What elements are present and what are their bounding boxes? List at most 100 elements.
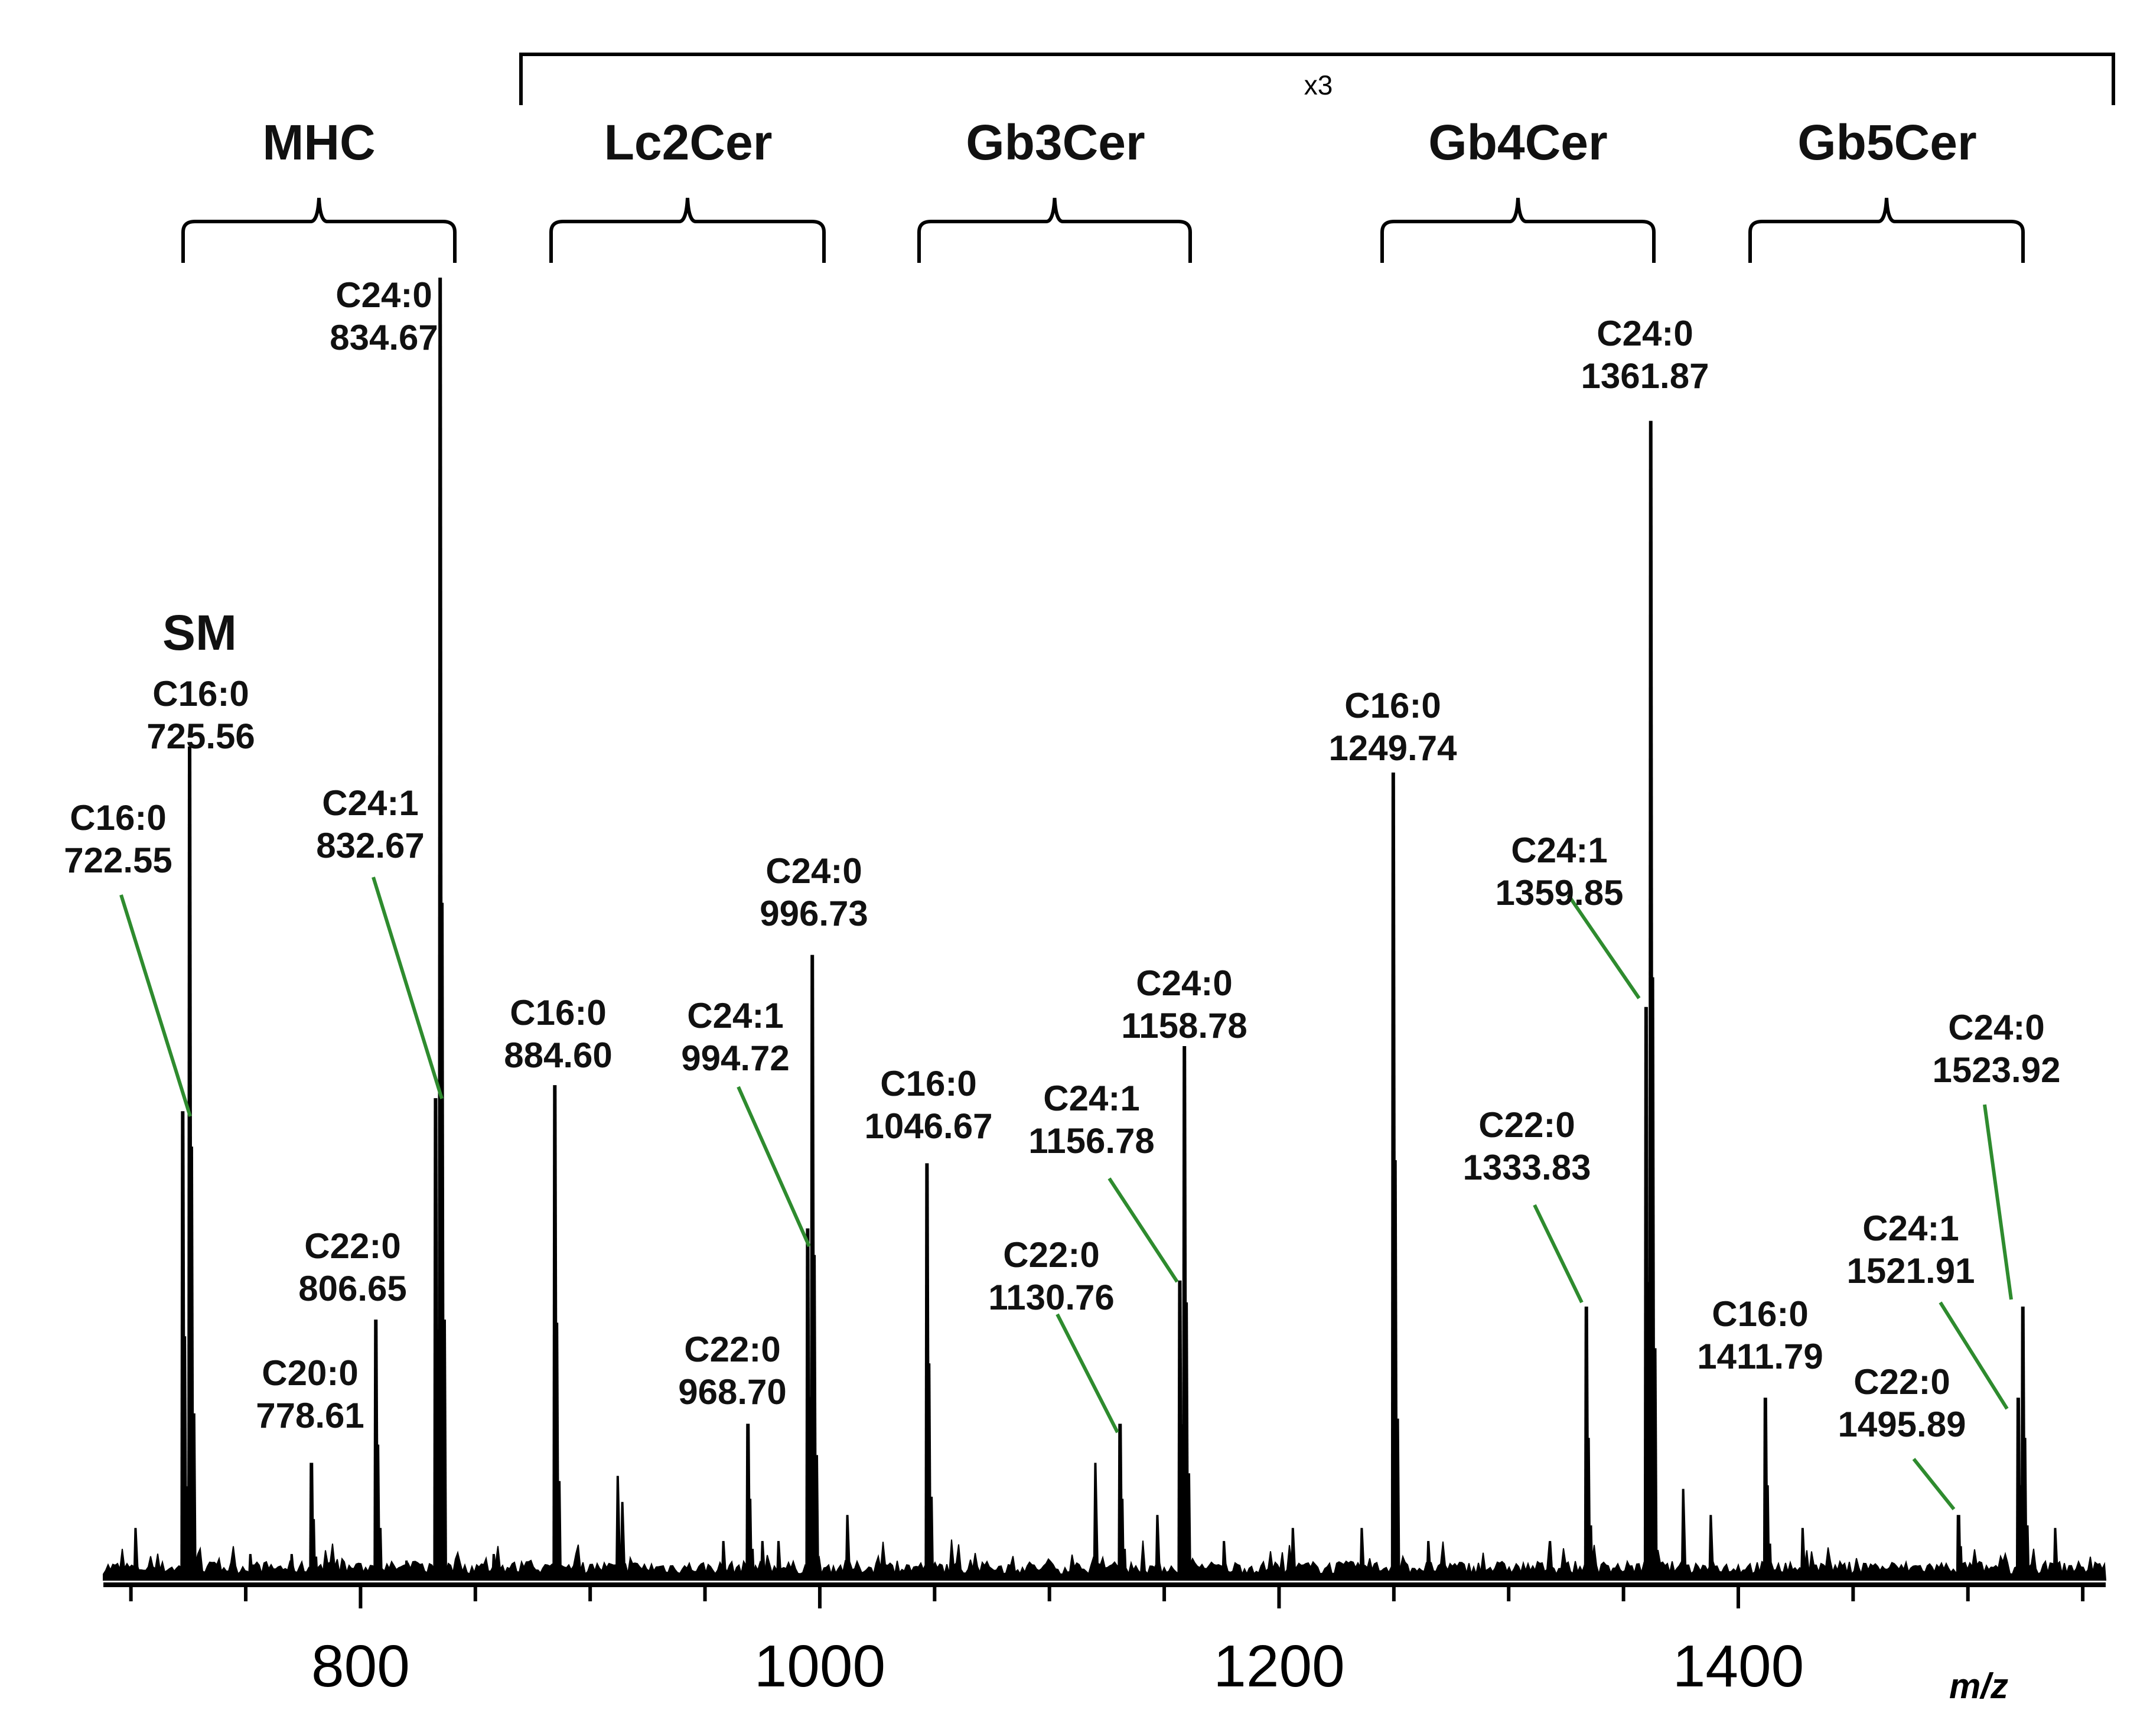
- peak-label-mz: 832.67: [316, 826, 425, 865]
- x-axis-title: m/z: [1949, 1666, 2008, 1706]
- minor-peak: [133, 1527, 139, 1580]
- peak-label-chain: C24:1: [687, 996, 783, 1035]
- leader-line: [1533, 1204, 1584, 1304]
- spectrum-layer: [103, 278, 2107, 1581]
- label-layer: C16:0725.56C16:0722.55C20:0778.61C22:080…: [64, 115, 2060, 1444]
- peak-label-mz: 1156.78: [1028, 1121, 1155, 1161]
- peak-label-mz: 884.60: [504, 1035, 613, 1075]
- isotope-peak: [1396, 1418, 1400, 1580]
- bracket-layer: x3: [181, 53, 2115, 263]
- group-label-gb3cer: Gb3Cer: [966, 115, 1145, 170]
- minor-peak: [1708, 1514, 1715, 1580]
- peak-label-chain: C16:0: [510, 993, 606, 1033]
- leader-layer: [119, 877, 2013, 1510]
- minor-peak: [289, 1553, 295, 1580]
- x-tick-label: 1400: [1673, 1633, 1804, 1699]
- peak-label-mz: 1130.76: [988, 1278, 1115, 1317]
- peak-label-chain: C16:0: [880, 1064, 976, 1103]
- peak-label-mz: 806.65: [298, 1269, 407, 1308]
- minor-peak: [1290, 1527, 1296, 1580]
- peak-label-mz: 1333.83: [1463, 1148, 1591, 1187]
- leader-line: [1983, 1104, 2013, 1300]
- minor-peak: [845, 1514, 851, 1580]
- peak-label-mz: 725.56: [146, 716, 255, 756]
- peak-label-chain: C16:0: [1344, 686, 1441, 725]
- peak-label-mz: 1411.79: [1697, 1337, 1823, 1376]
- leader-line: [737, 1086, 811, 1248]
- peak-label-chain: C22:0: [1003, 1235, 1099, 1275]
- leader-line: [372, 877, 444, 1099]
- peak-label-mz: 1158.78: [1121, 1006, 1247, 1045]
- peak-label-chain: C16:0: [1712, 1294, 1808, 1334]
- minor-peak: [760, 1540, 766, 1580]
- peak-label-chain: C24:0: [335, 275, 432, 315]
- minor-peak: [404, 1560, 411, 1580]
- peak-label-chain: C24:0: [765, 851, 862, 891]
- peak-label-mz: 994.72: [681, 1038, 790, 1078]
- peak-label-mz: 1523.92: [1933, 1050, 2061, 1090]
- x-tick-label: 800: [311, 1633, 410, 1699]
- isotope-peak: [2025, 1525, 2030, 1580]
- minor-peak: [1680, 1489, 1687, 1580]
- leader-line: [1566, 894, 1641, 999]
- group-label-gb5cer: Gb5Cer: [1797, 115, 1976, 170]
- peak-label-mz: 1361.87: [1581, 356, 1709, 396]
- curly-brace: [1380, 197, 1656, 263]
- leader-line: [1107, 1177, 1179, 1283]
- peak-label-chain: C24:1: [1862, 1209, 1959, 1248]
- minor-peak: [776, 1540, 782, 1580]
- minor-peak: [1800, 1527, 1806, 1580]
- peak-label-chain: C20:0: [262, 1353, 358, 1393]
- isotope-peak: [379, 1527, 383, 1580]
- minor-peak: [721, 1540, 727, 1580]
- minor-peak: [247, 1553, 254, 1580]
- peak-label-mz: 1359.85: [1496, 873, 1624, 913]
- peak-label-chain: C16:0: [70, 798, 166, 838]
- peak-label-mz: 996.73: [760, 894, 868, 933]
- leader-line: [1912, 1458, 1956, 1510]
- x-tick-label: 1000: [754, 1633, 885, 1699]
- peak-label-mz: 1046.67: [865, 1106, 993, 1146]
- peak-label-chain: C24:0: [1136, 963, 1232, 1003]
- isotope-peak: [314, 1556, 319, 1580]
- leader-line: [119, 894, 192, 1117]
- scale-bracket: [519, 53, 2115, 105]
- leader-line: [1056, 1313, 1119, 1434]
- peak-label-mz: 722.55: [64, 841, 172, 880]
- minor-peak: [1548, 1540, 1554, 1580]
- peak-label-chain: C22:0: [304, 1226, 400, 1266]
- peak-label-mz: 834.67: [330, 318, 438, 357]
- isotope-peak: [751, 1549, 755, 1580]
- isotope-peak: [815, 1455, 819, 1580]
- minor-peak: [2053, 1527, 2059, 1580]
- peak-label-mz: 968.70: [678, 1372, 787, 1412]
- curly-brace: [181, 197, 457, 263]
- isotope-peak: [1123, 1549, 1128, 1580]
- isotope-peak: [1187, 1473, 1191, 1580]
- isotope-peak: [442, 1320, 447, 1580]
- curly-brace: [1748, 197, 2025, 263]
- peak-label-mz: 1521.91: [1847, 1251, 1975, 1291]
- peak-label-chain: C22:0: [1478, 1105, 1575, 1145]
- group-label-lc2cer: Lc2Cer: [604, 115, 773, 170]
- isotope-peak: [1961, 1566, 1966, 1580]
- isotope-peak: [1653, 1348, 1658, 1580]
- minor-peak: [1221, 1540, 1228, 1580]
- curly-brace: [549, 197, 826, 263]
- isotope-peak: [1589, 1525, 1594, 1580]
- peak-label-chain: C24:1: [322, 783, 418, 823]
- peak-label-chain: C22:0: [684, 1330, 780, 1369]
- leader-line: [1939, 1301, 2009, 1410]
- group-label-gb4cer: Gb4Cer: [1428, 115, 1607, 170]
- isotope-peak: [1768, 1543, 1773, 1580]
- peak-label-mz: 778.61: [256, 1396, 364, 1435]
- isotope-peak: [930, 1496, 934, 1580]
- minor-peak: [1155, 1514, 1161, 1580]
- peak-label-chain: C22:0: [1853, 1362, 1950, 1402]
- minor-peak: [1093, 1463, 1099, 1580]
- group-label-sm: SM: [162, 605, 237, 660]
- minor-peak: [1426, 1540, 1432, 1580]
- peak-label-mz: 1495.89: [1838, 1405, 1966, 1444]
- minor-peak: [615, 1476, 621, 1580]
